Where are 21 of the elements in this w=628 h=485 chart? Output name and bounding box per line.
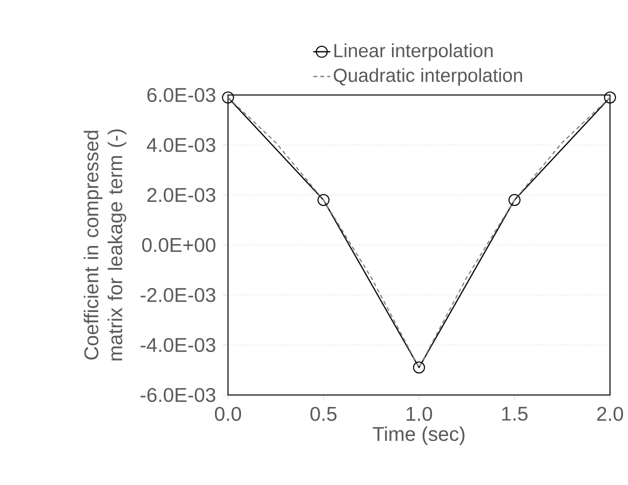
y-tick-label: 0.0E+00 <box>142 238 216 252</box>
legend-label: Quadratic interpolation <box>334 68 522 86</box>
point <box>413 362 426 374</box>
y-axis-title: Coefficient in compressed matrix for leakage term (-) <box>84 129 126 360</box>
y-tick-label: -2.0E-03 <box>140 288 216 302</box>
y-tick-label: 4.0E-03 <box>146 138 216 152</box>
point <box>222 92 234 104</box>
y-tick-label: -4.0E-03 <box>140 338 216 352</box>
y-tick-label: 6.0E-03 <box>147 88 216 102</box>
x-tick-label: 0.5 <box>310 406 337 421</box>
x-tick-label: 2.0 <box>597 406 624 421</box>
point <box>508 194 521 206</box>
point <box>604 92 616 104</box>
point <box>318 194 330 206</box>
y-tick-label: -6.0E-03 <box>140 388 216 402</box>
x-tick-label: 1.5 <box>502 406 528 421</box>
x-tick-label: 0.0 <box>214 406 242 421</box>
y-tick-label: 2.0E-03 <box>147 188 216 202</box>
legend-label: Linear interpolation <box>334 43 493 62</box>
x-axis-title: Time (sec) <box>372 426 464 445</box>
x-tick-label: 1.0 <box>406 406 432 421</box>
